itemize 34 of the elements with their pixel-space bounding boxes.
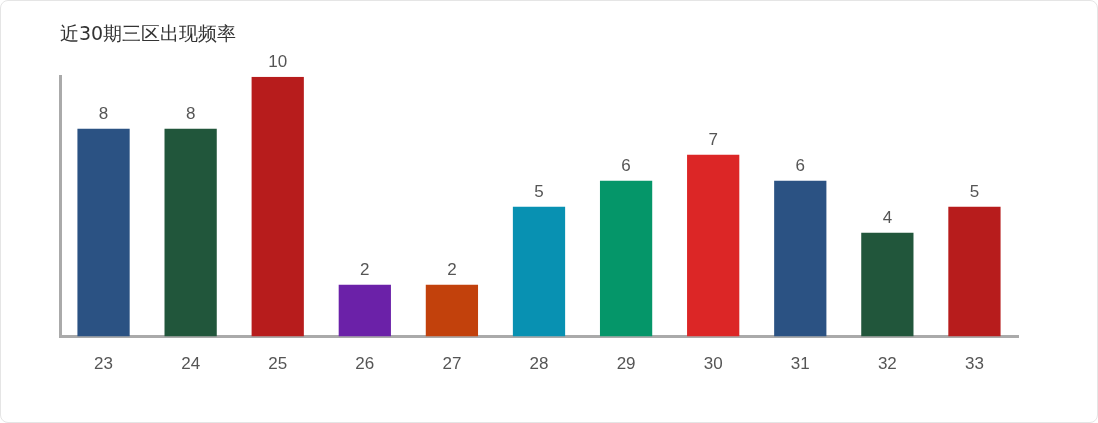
data-label: 2 xyxy=(447,259,457,279)
x-tick-label: 30 xyxy=(703,354,723,374)
x-tick-label: 31 xyxy=(790,354,810,374)
bar xyxy=(861,232,914,337)
bar xyxy=(512,206,566,337)
data-label: 6 xyxy=(621,155,631,175)
bar xyxy=(425,284,479,337)
bar xyxy=(251,76,304,337)
data-label: 8 xyxy=(185,103,196,123)
x-tick-label: 24 xyxy=(181,354,201,374)
bar xyxy=(687,154,740,337)
data-label: 8 xyxy=(98,103,109,123)
bar xyxy=(599,180,653,337)
bar xyxy=(774,180,827,337)
x-tick-label: 25 xyxy=(268,354,288,374)
data-label: 5 xyxy=(534,181,544,201)
bar xyxy=(164,128,217,337)
x-tick-label: 32 xyxy=(877,354,897,374)
data-label: 2 xyxy=(360,259,370,279)
bar xyxy=(77,128,130,337)
bar xyxy=(338,284,391,337)
data-label: 5 xyxy=(969,181,980,201)
x-tick-label: 23 xyxy=(94,354,114,374)
x-tick-label: 29 xyxy=(616,354,636,374)
data-label: 4 xyxy=(882,207,893,227)
bar xyxy=(948,206,1001,337)
data-label: 6 xyxy=(795,155,806,175)
data-label: 10 xyxy=(268,51,288,71)
x-tick-label: 33 xyxy=(964,354,984,374)
chart-title: 近30期三区出现频率 xyxy=(60,22,237,45)
data-label: 7 xyxy=(708,129,718,149)
x-tick-label: 28 xyxy=(529,354,549,374)
x-tick-label: 27 xyxy=(442,354,462,374)
x-tick-label: 26 xyxy=(355,354,375,374)
